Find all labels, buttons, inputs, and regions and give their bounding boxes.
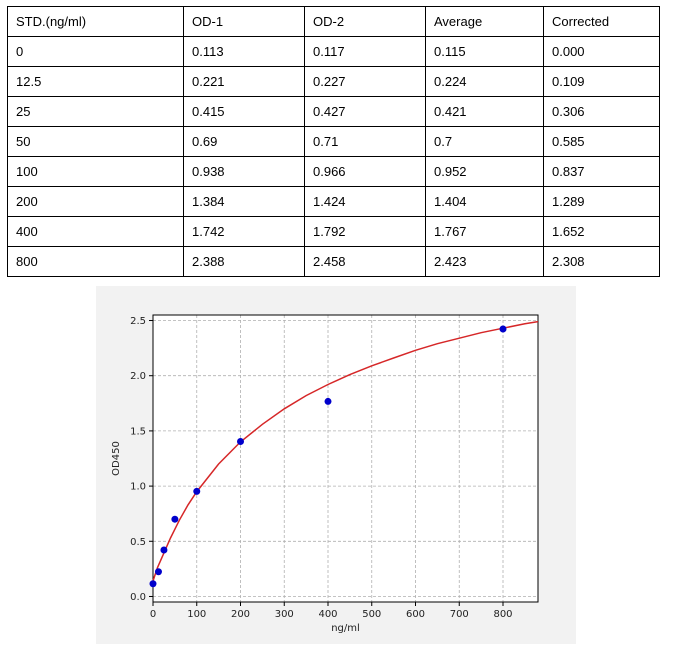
table-cell: 0.7	[425, 126, 544, 157]
table-header-row: STD.(ng/ml) OD-1 OD-2 Average Corrected	[7, 6, 660, 37]
y-tick-label: 1.0	[130, 482, 146, 493]
fit-curve-layer	[152, 320, 539, 582]
x-tick-label: 500	[362, 609, 381, 620]
table-cell: 0.227	[304, 66, 426, 97]
table-cell: 2.388	[183, 246, 305, 277]
data-point	[154, 568, 162, 576]
x-axis-title: ng/ml	[331, 623, 360, 634]
table-cell: 1.404	[425, 186, 544, 217]
x-tick-label: 100	[187, 609, 206, 620]
header-average: Average	[425, 6, 544, 37]
table-row: 800 2.388 2.458 2.423 2.308	[7, 246, 660, 277]
table-cell: 0.69	[183, 126, 305, 157]
y-tick-label: 2.0	[130, 371, 146, 382]
table-cell: 50	[7, 126, 184, 157]
table-cell: 100	[7, 156, 184, 187]
table-cell: 800	[7, 246, 184, 277]
table-cell: 400	[7, 216, 184, 247]
table-cell: 0	[7, 36, 184, 67]
y-tick-label: 1.5	[130, 426, 146, 437]
table-cell: 0.938	[183, 156, 305, 187]
data-points-layer	[149, 325, 507, 588]
x-tick-label: 400	[318, 609, 337, 620]
y-axis-title: OD450	[111, 441, 122, 476]
table-cell: 0.221	[183, 66, 305, 97]
table-cell: 1.289	[543, 186, 660, 217]
table-cell: 0.71	[304, 126, 426, 157]
table-cell: 2.308	[543, 246, 660, 277]
data-point	[324, 397, 332, 405]
header-od2: OD-2	[304, 6, 426, 37]
table-row: 200 1.384 1.424 1.404 1.289	[7, 186, 660, 217]
table-cell: 1.652	[543, 216, 660, 247]
table-cell: 1.384	[183, 186, 305, 217]
table-cell: 0.421	[425, 96, 544, 127]
table-cell: 0.966	[304, 156, 426, 187]
table-cell: 25	[7, 96, 184, 127]
table-cell: 0.585	[543, 126, 660, 157]
header-od1: OD-1	[183, 6, 305, 37]
table-row: 0 0.113 0.117 0.115 0.000	[7, 36, 660, 67]
y-tick-label: 0.0	[130, 592, 146, 603]
table-row: 50 0.69 0.71 0.7 0.585	[7, 126, 660, 157]
plot-frame	[152, 314, 539, 603]
axis-ticks: 0 100 200 300 400 500 600 700 800 0.0 0.5 1.0 1.5 2.0…	[130, 316, 512, 620]
data-point	[237, 438, 244, 446]
data-point	[149, 580, 157, 588]
y-tick-label: 2.5	[130, 316, 146, 327]
table-cell: 12.5	[7, 66, 184, 97]
table-cell: 2.423	[425, 246, 544, 277]
header-corrected: Corrected	[543, 6, 660, 37]
grid-lines	[152, 315, 538, 602]
plot-area	[153, 315, 538, 602]
header-std: STD.(ng/ml)	[7, 6, 184, 37]
x-tick-label: 600	[406, 609, 425, 620]
table-cell: 0.113	[183, 36, 305, 67]
fit-curve	[152, 320, 539, 582]
table-cell: 1.767	[425, 216, 544, 247]
table-cell: 2.458	[304, 246, 426, 277]
table-row: 100 0.938 0.966 0.952 0.837	[7, 156, 660, 187]
table-row: 12.5 0.221 0.227 0.224 0.109	[7, 66, 660, 97]
table-cell: 0.115	[425, 36, 544, 67]
table-cell: 0.117	[304, 36, 426, 67]
data-point	[499, 325, 507, 333]
table-cell: 1.742	[183, 216, 305, 247]
table-cell: 0.306	[543, 96, 660, 127]
table-cell: 0.837	[543, 156, 660, 187]
standard-table: STD.(ng/ml) OD-1 OD-2 Average Corrected …	[7, 6, 660, 277]
table-cell: 0.415	[183, 96, 305, 127]
table-cell: 0.000	[543, 36, 660, 67]
x-tick-label: 700	[450, 609, 469, 620]
x-tick-label: 200	[231, 609, 250, 620]
data-point	[193, 487, 201, 495]
table-cell: 0.109	[543, 66, 660, 97]
table-row: 25 0.415 0.427 0.421 0.306	[7, 96, 660, 127]
table-cell: 0.224	[425, 66, 544, 97]
table-cell: 0.952	[425, 156, 544, 187]
table-row: 400 1.742 1.792 1.767 1.652	[7, 216, 660, 247]
x-tick-label: 800	[493, 609, 512, 620]
table-cell: 1.424	[304, 186, 426, 217]
x-tick-label: 300	[275, 609, 294, 620]
y-tick-label: 0.5	[130, 537, 146, 548]
table-cell: 200	[7, 186, 184, 217]
data-point	[171, 515, 179, 523]
x-tick-label: 0	[150, 609, 156, 620]
table-body: 0 0.113 0.117 0.115 0.000 12.5 0.221 0.227 0.224…	[7, 36, 660, 277]
data-point	[160, 546, 168, 554]
table-cell: 1.792	[304, 216, 426, 247]
chart-panel: 0 100 200 300 400 500 600 700 800 0.0 0.5 1.0 1.5 2.0…	[96, 286, 576, 644]
table-cell: 0.427	[304, 96, 426, 127]
standard-curve-chart: 0 100 200 300 400 500 600 700 800 0.0 0.5 1.0 1.5 2.0…	[111, 314, 539, 634]
